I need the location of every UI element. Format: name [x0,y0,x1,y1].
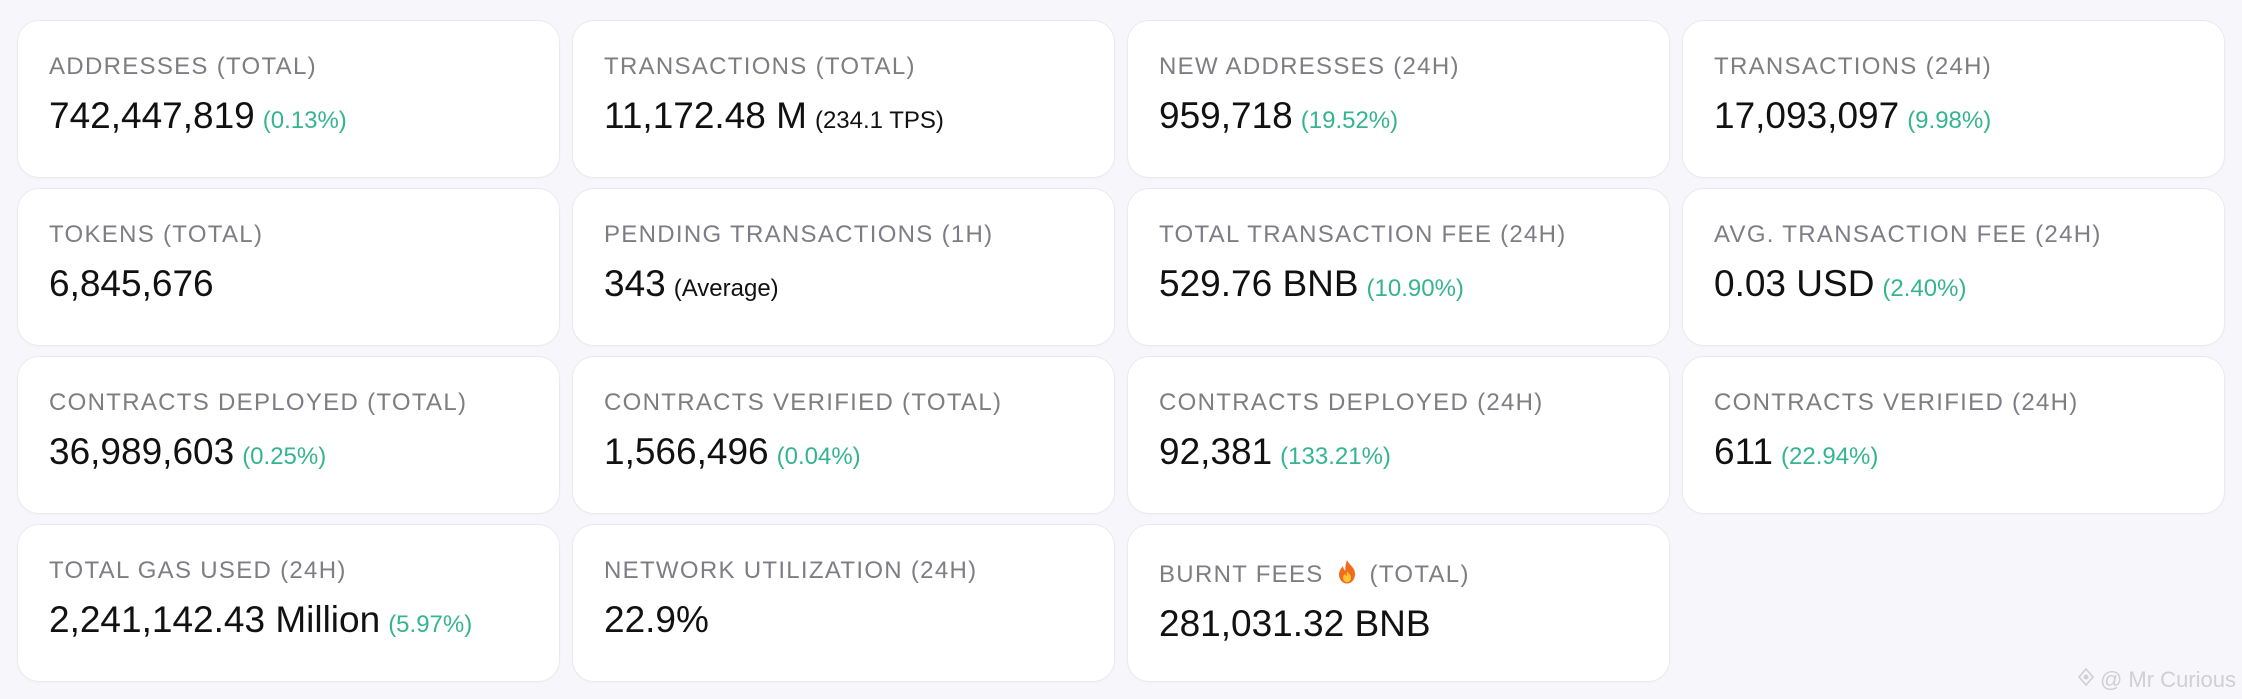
stat-value-row: 2,241,142.43 Million (5.97%) [49,601,528,638]
stat-card-network-utilization-24h: NETWORK UTILIZATION (24H) 22.9% [572,524,1115,682]
stat-label-suffix: (TOTAL) [1369,561,1470,588]
stat-label: TOKENS (TOTAL) [49,221,264,248]
stat-value-row: 92,381 (133.21%) [1159,433,1638,470]
stat-label: TOTAL GAS USED (24H) [49,557,347,584]
stat-value: 92,381 [1159,431,1273,472]
stat-change: (9.98%) [1907,107,1992,134]
stat-label: NEW ADDRESSES (24H) [1159,53,1460,80]
stat-label: ADDRESSES (TOTAL) [49,53,317,80]
stat-card-contracts-verified-total: CONTRACTS VERIFIED (TOTAL) 1,566,496 (0.… [572,356,1115,514]
stats-grid: ADDRESSES (TOTAL) 742,447,819 (0.13%) TR… [17,20,2225,682]
stat-note: (Average) [673,275,779,302]
stat-card-contracts-verified-24h: CONTRACTS VERIFIED (24H) 611 (22.94%) [1682,356,2225,514]
stat-card-contracts-deployed-total: CONTRACTS DEPLOYED (TOTAL) 36,989,603 (0… [17,356,560,514]
stat-card-pending-transactions-1h: PENDING TRANSACTIONS (1H) 343 (Average) [572,188,1115,346]
stat-change: (0.13%) [262,107,347,134]
stat-change: (133.21%) [1280,443,1391,470]
stat-value: 281,031.32 BNB [1159,603,1431,644]
stat-value-row: 281,031.32 BNB [1159,605,1638,642]
stat-change: (5.97%) [388,611,473,638]
stat-label: CONTRACTS VERIFIED (TOTAL) [604,389,1003,416]
stat-label: CONTRACTS DEPLOYED (TOTAL) [49,389,468,416]
stat-label: NETWORK UTILIZATION (24H) [604,557,978,584]
stat-card-new-addresses-24h: NEW ADDRESSES (24H) 959,718 (19.52%) [1127,20,1670,178]
stat-value: 742,447,819 [49,95,255,136]
stat-value-row: 0.03 USD (2.40%) [1714,265,2193,302]
stat-value-row: 611 (22.94%) [1714,433,2193,470]
fire-icon [1334,559,1360,584]
stat-change: (0.25%) [242,443,327,470]
stat-card-tokens-total: TOKENS (TOTAL) 6,845,676 [17,188,560,346]
stat-card-avg-transaction-fee-24h: AVG. TRANSACTION FEE (24H) 0.03 USD (2.4… [1682,188,2225,346]
watermark: @ Mr Curious [2076,667,2236,693]
stat-value: 0.03 USD [1714,263,1875,304]
stat-value: 343 [604,263,666,304]
stat-card-contracts-deployed-24h: CONTRACTS DEPLOYED (24H) 92,381 (133.21%… [1127,356,1670,514]
stat-value: 11,172.48 M [604,95,807,136]
stat-value-row: 11,172.48 M (234.1 TPS) [604,97,1083,134]
stat-card-transactions-24h: TRANSACTIONS (24H) 17,093,097 (9.98%) [1682,20,2225,178]
stat-value-row: 17,093,097 (9.98%) [1714,97,2193,134]
stat-label: CONTRACTS DEPLOYED (24H) [1159,389,1544,416]
stat-value-row: 6,845,676 [49,265,528,302]
stat-label-prefix: BURNT FEES [1159,561,1324,588]
stat-label: PENDING TRANSACTIONS (1H) [604,221,994,248]
stat-label: TOTAL TRANSACTION FEE (24H) [1159,221,1567,248]
stat-label: BURNT FEES (TOTAL) [1159,559,1638,587]
stat-value: 17,093,097 [1714,95,1900,136]
stat-value: 22.9% [604,599,709,640]
watermark-text: @ Mr Curious [2099,667,2236,692]
watermark-logo-icon [2076,667,2096,693]
stat-change: (0.04%) [776,443,861,470]
stat-value: 36,989,603 [49,431,235,472]
stat-change: (22.94%) [1781,443,1879,470]
stat-card-transactions-total: TRANSACTIONS (TOTAL) 11,172.48 M (234.1 … [572,20,1115,178]
stat-value: 959,718 [1159,95,1293,136]
stat-change: (19.52%) [1300,107,1399,134]
stat-value-row: 959,718 (19.52%) [1159,97,1638,134]
stat-label: TRANSACTIONS (TOTAL) [604,53,916,80]
stat-card-burnt-fees-total: BURNT FEES (TOTAL) 281,031.32 BNB [1127,524,1670,682]
stat-value: 1,566,496 [604,431,769,472]
stat-card-total-transaction-fee-24h: TOTAL TRANSACTION FEE (24H) 529.76 BNB (… [1127,188,1670,346]
stat-value-row: 22.9% [604,601,1083,638]
stat-label: AVG. TRANSACTION FEE (24H) [1714,221,2102,248]
stat-label: CONTRACTS VERIFIED (24H) [1714,389,2079,416]
stat-value-row: 343 (Average) [604,265,1083,302]
stat-note: (234.1 TPS) [814,107,944,134]
stat-value: 611 [1714,431,1773,472]
stat-value: 529.76 BNB [1159,263,1359,304]
stat-value: 2,241,142.43 Million [49,599,381,640]
stat-change: (2.40%) [1882,275,1967,302]
stat-card-addresses-total: ADDRESSES (TOTAL) 742,447,819 (0.13%) [17,20,560,178]
stat-card-total-gas-used-24h: TOTAL GAS USED (24H) 2,241,142.43 Millio… [17,524,560,682]
stat-label: TRANSACTIONS (24H) [1714,53,1993,80]
stat-value-row: 742,447,819 (0.13%) [49,97,528,134]
stat-value-row: 36,989,603 (0.25%) [49,433,528,470]
stat-value-row: 1,566,496 (0.04%) [604,433,1083,470]
stat-value-row: 529.76 BNB (10.90%) [1159,265,1638,302]
stat-change: (10.90%) [1366,275,1464,302]
stat-value: 6,845,676 [49,263,214,304]
